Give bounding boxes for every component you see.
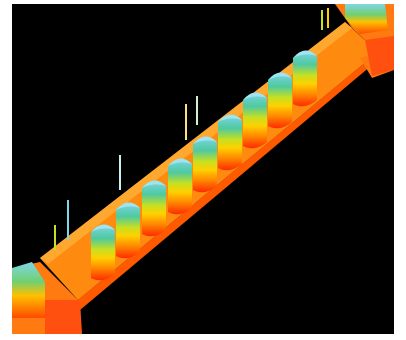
- pin: [116, 202, 140, 258]
- pin: [193, 136, 217, 192]
- pin: [91, 224, 115, 280]
- pin: [293, 50, 317, 106]
- pin: [142, 180, 166, 236]
- pin: [218, 114, 242, 170]
- page: [0, 0, 406, 340]
- pin: [268, 72, 292, 128]
- pin: [243, 92, 267, 148]
- render-view: [0, 0, 406, 340]
- pin: [168, 158, 192, 214]
